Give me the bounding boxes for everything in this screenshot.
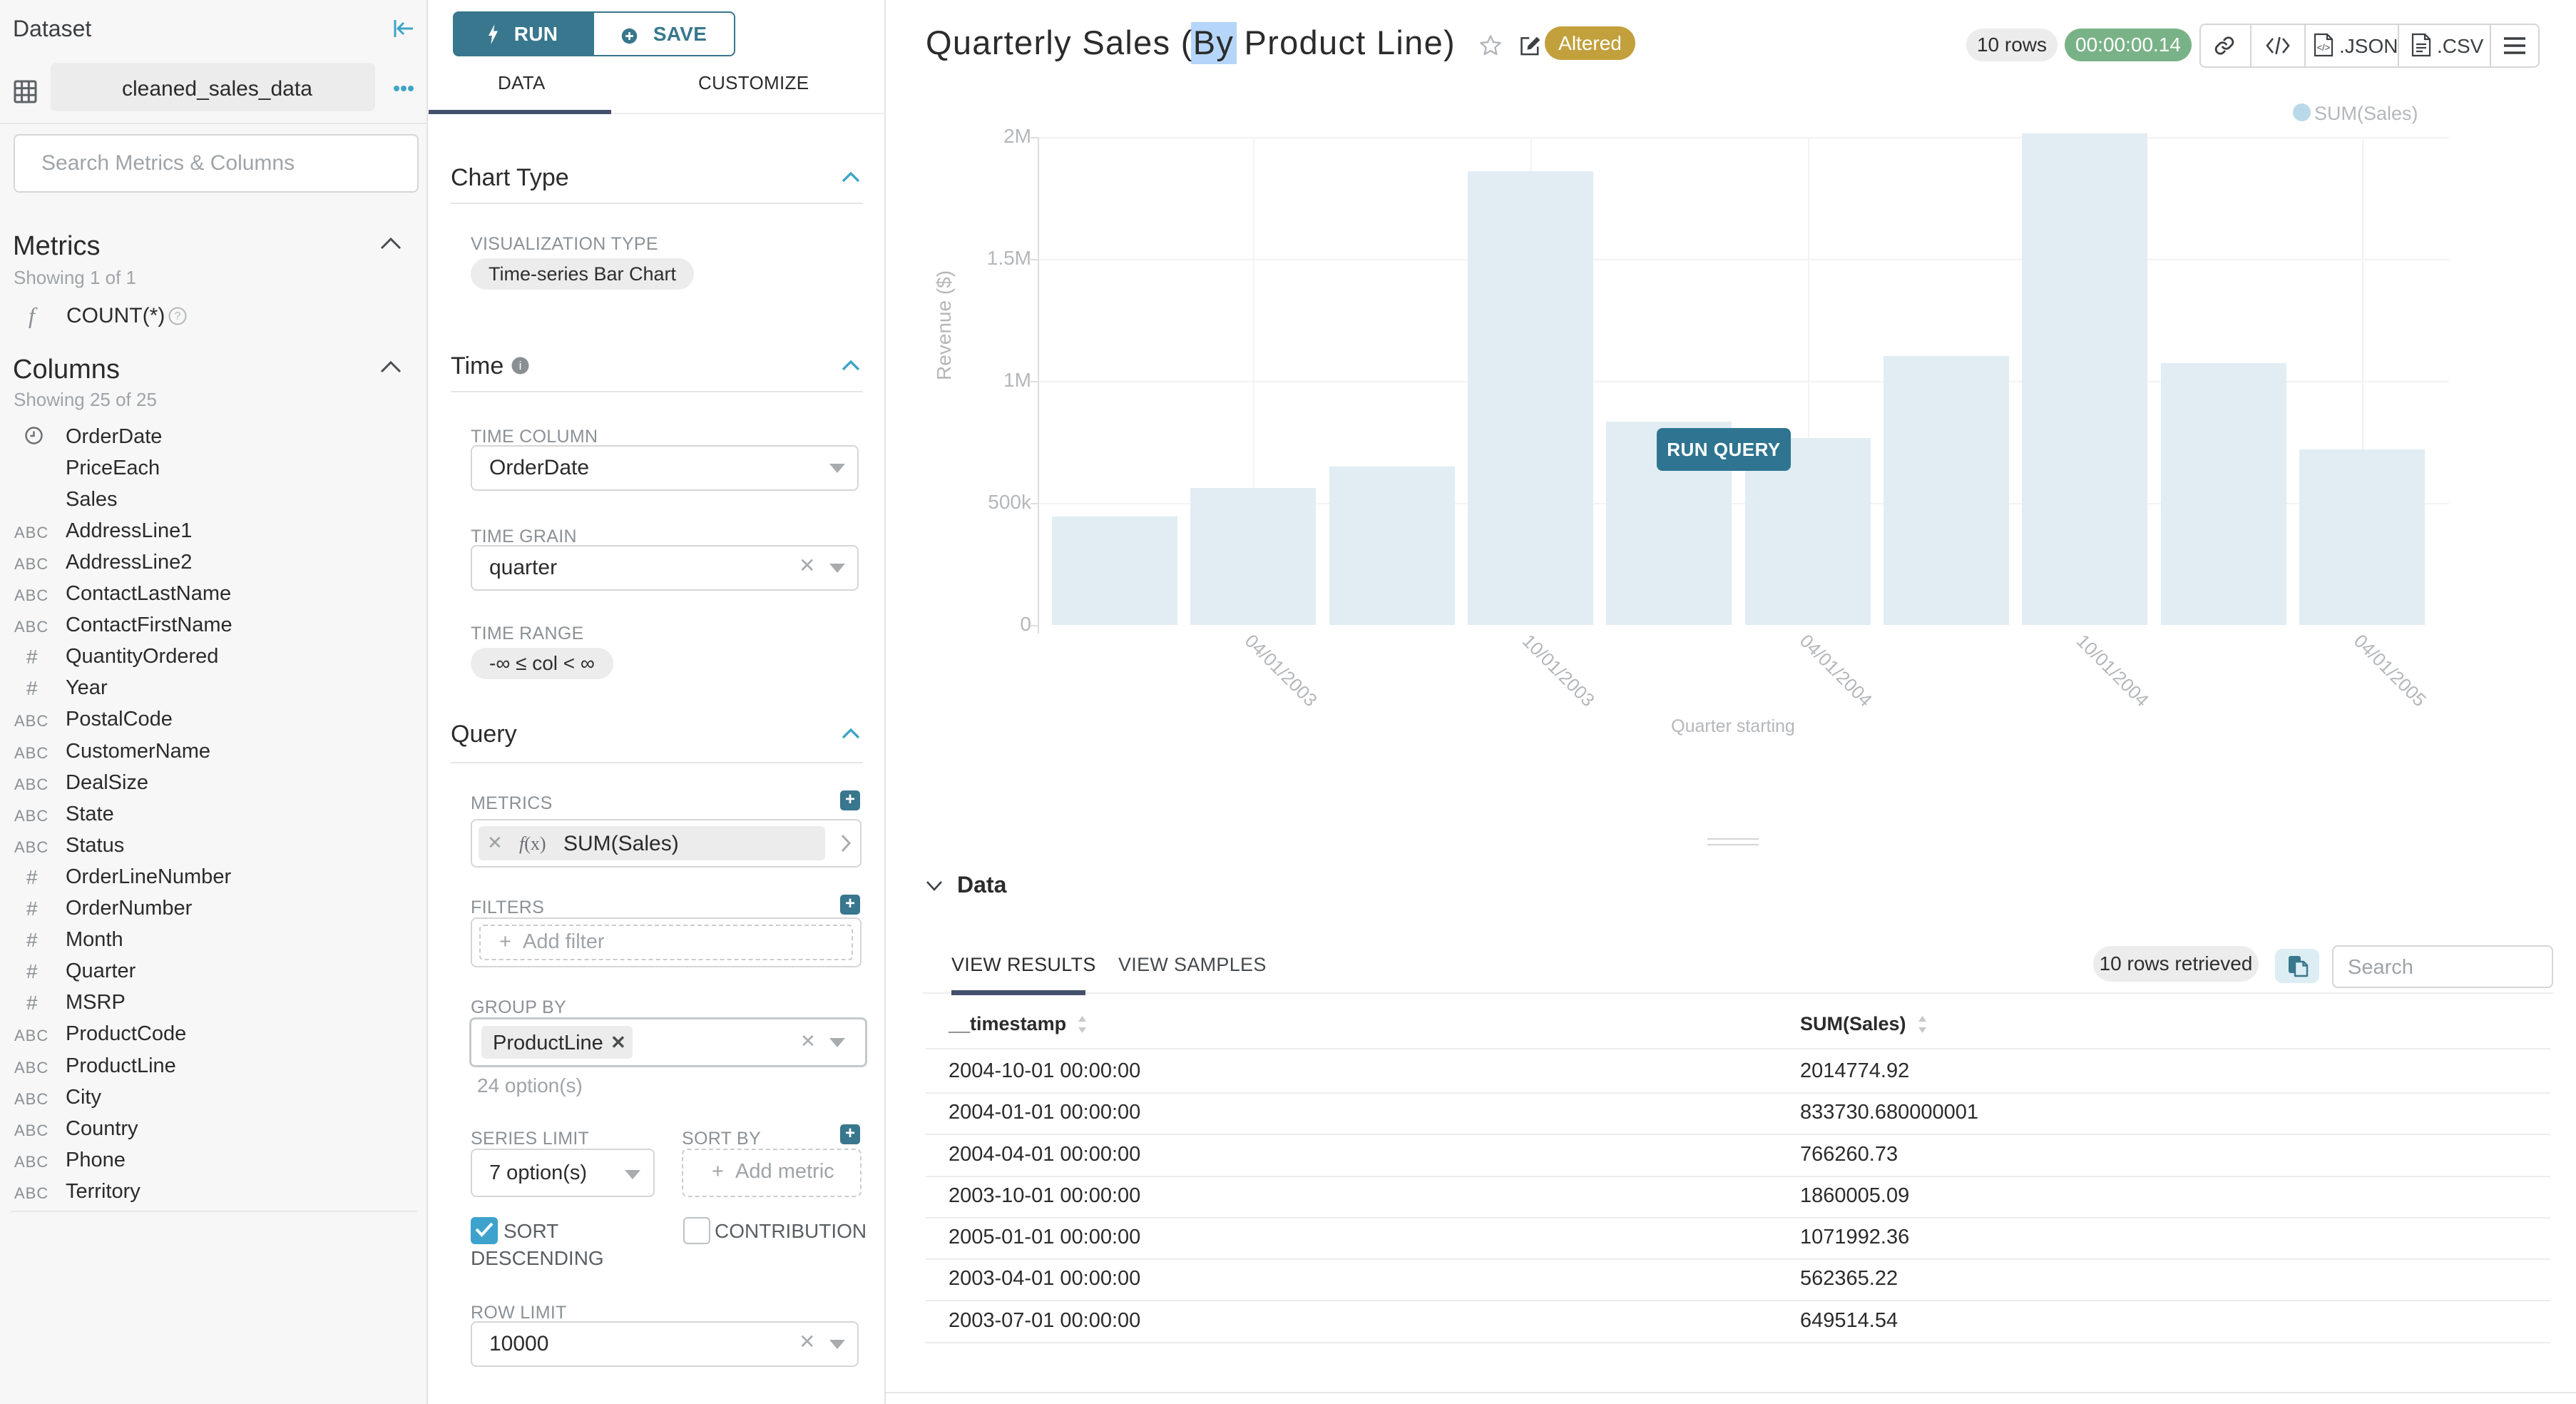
- svg-text:i: i: [519, 359, 522, 372]
- svg-text:?: ?: [175, 310, 181, 322]
- svg-text:</>: </>: [2317, 42, 2331, 53]
